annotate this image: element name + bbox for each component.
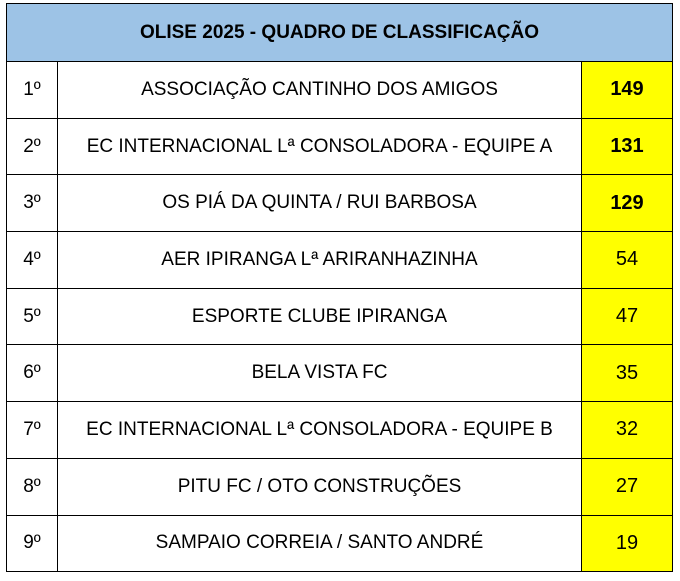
header-row: OLISE 2025 - QUADRO DE CLASSIFICAÇÃO <box>6 3 673 62</box>
points-cell: 35 <box>581 344 673 403</box>
rank-cell: 7º <box>6 401 58 459</box>
team-cell: SAMPAIO CORREIA / SANTO ANDRÉ <box>57 514 582 573</box>
team-cell: EC INTERNACIONAL Lª CONSOLADORA - EQUIPE… <box>57 401 582 459</box>
rank-cell: 6º <box>6 344 58 403</box>
points-cell: 27 <box>581 457 673 516</box>
table-row: 6º BELA VISTA FC 35 <box>6 344 673 403</box>
points-cell: 19 <box>581 514 673 573</box>
table-row: 2º EC INTERNACIONAL Lª CONSOLADORA - EQUI… <box>6 117 673 176</box>
team-cell: PITU FC / OTO CONSTRUÇÕES <box>57 457 582 516</box>
points-cell: 149 <box>581 61 673 119</box>
team-cell: BELA VISTA FC <box>57 344 582 403</box>
rank-cell: 2º <box>6 117 58 176</box>
points-cell: 129 <box>581 174 673 233</box>
team-cell: AER IPIRANGA Lª ARIRANHAZINHA <box>57 231 582 289</box>
team-cell: ESPORTE CLUBE IPIRANGA <box>57 287 582 346</box>
table-row: 8º PITU FC / OTO CONSTRUÇÕES 27 <box>6 457 673 516</box>
team-cell: OS PIÁ DA QUINTA / RUI BARBOSA <box>57 174 582 233</box>
table-row: 5º ESPORTE CLUBE IPIRANGA 47 <box>6 287 673 346</box>
rank-cell: 3º <box>6 174 58 233</box>
points-cell: 131 <box>581 117 673 176</box>
rank-cell: 5º <box>6 287 58 346</box>
table-row: 4º AER IPIRANGA Lª ARIRANHAZINHA 54 <box>6 231 673 289</box>
team-cell: ASSOCIAÇÃO CANTINHO DOS AMIGOS <box>57 61 582 119</box>
table-title: OLISE 2025 - QUADRO DE CLASSIFICAÇÃO <box>6 3 673 62</box>
table-row: 3º OS PIÁ DA QUINTA / RUI BARBOSA 129 <box>6 174 673 233</box>
standings-table: OLISE 2025 - QUADRO DE CLASSIFICAÇÃO 1º A… <box>6 3 673 573</box>
table-row: 1º ASSOCIAÇÃO CANTINHO DOS AMIGOS 149 <box>6 61 673 119</box>
points-cell: 54 <box>581 231 673 289</box>
table-row: 9º SAMPAIO CORREIA / SANTO ANDRÉ 19 <box>6 514 673 573</box>
rank-cell: 9º <box>6 514 58 573</box>
team-cell: EC INTERNACIONAL Lª CONSOLADORA - EQUIPE… <box>57 117 582 176</box>
rank-cell: 8º <box>6 457 58 516</box>
table-row: 7º EC INTERNACIONAL Lª CONSOLADORA - EQUI… <box>6 401 673 459</box>
rank-cell: 1º <box>6 61 58 119</box>
points-cell: 32 <box>581 401 673 459</box>
points-cell: 47 <box>581 287 673 346</box>
rank-cell: 4º <box>6 231 58 289</box>
